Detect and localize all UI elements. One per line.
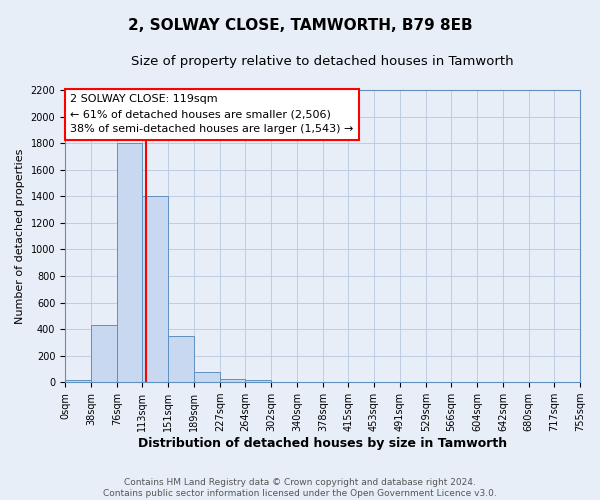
Title: Size of property relative to detached houses in Tamworth: Size of property relative to detached ho…: [131, 55, 514, 68]
Bar: [220, 379, 245, 382]
Bar: [168, 336, 194, 382]
Text: 2, SOLWAY CLOSE, TAMWORTH, B79 8EB: 2, SOLWAY CLOSE, TAMWORTH, B79 8EB: [128, 18, 472, 32]
Bar: [65, 380, 91, 382]
Bar: [194, 372, 220, 382]
Bar: [245, 380, 271, 382]
Text: Contains HM Land Registry data © Crown copyright and database right 2024.
Contai: Contains HM Land Registry data © Crown c…: [103, 478, 497, 498]
Bar: [117, 143, 142, 382]
Text: 2 SOLWAY CLOSE: 119sqm
← 61% of detached houses are smaller (2,506)
38% of semi-: 2 SOLWAY CLOSE: 119sqm ← 61% of detached…: [70, 94, 353, 134]
Bar: [91, 325, 117, 382]
Y-axis label: Number of detached properties: Number of detached properties: [15, 148, 25, 324]
X-axis label: Distribution of detached houses by size in Tamworth: Distribution of detached houses by size …: [138, 437, 507, 450]
Bar: [142, 196, 168, 382]
